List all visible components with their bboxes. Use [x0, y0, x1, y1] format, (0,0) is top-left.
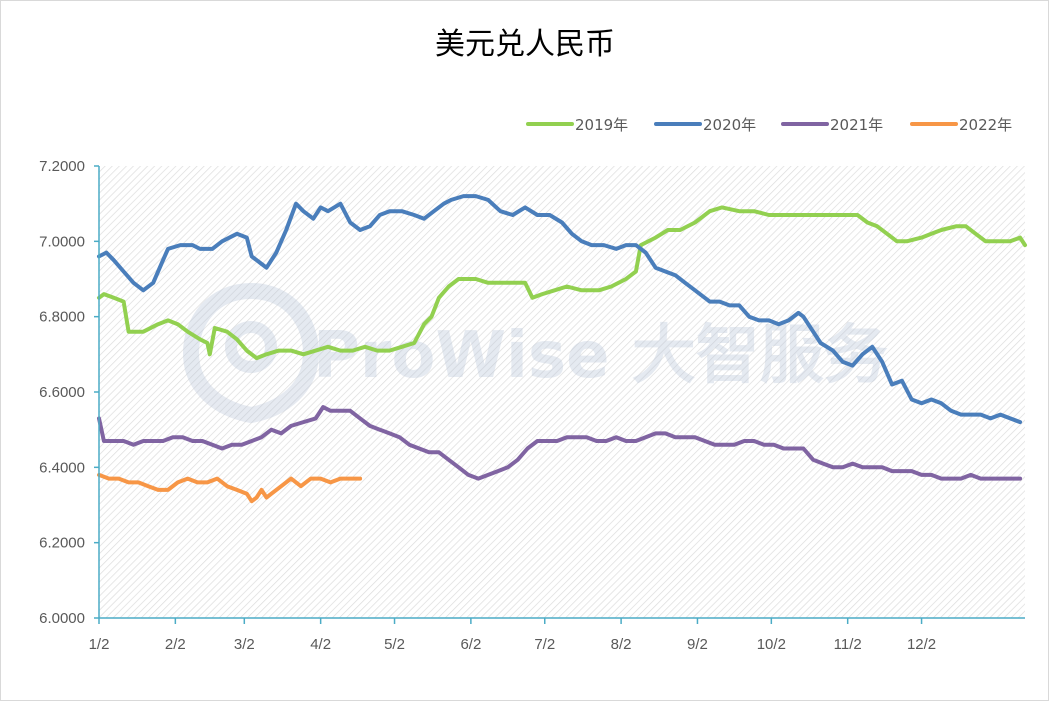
legend-label-1: 2019年 [575, 116, 628, 134]
y-tick-label: 6.8000 [39, 309, 85, 326]
series-line-4 [97, 472, 363, 504]
x-tick-label: 1/2 [89, 636, 110, 653]
x-tick-label: 11/2 [834, 636, 862, 653]
y-tick-label: 7.0000 [39, 233, 85, 250]
watermark-logo-icon [182, 282, 320, 424]
x-tick-label: 6/2 [460, 636, 481, 653]
y-tick-label: 7.2000 [39, 158, 85, 175]
legend-label-2: 2020年 [703, 116, 756, 134]
x-tick-label: 9/2 [687, 636, 708, 653]
x-tick-label: 8/2 [611, 636, 632, 653]
y-tick-label: 6.2000 [39, 535, 85, 552]
x-tick-label: 7/2 [534, 636, 555, 653]
legend-label-4: 2022年 [959, 116, 1012, 134]
watermark-text: ProWise 大智服务 [313, 319, 888, 393]
watermark: ProWise 大智服务 [182, 282, 888, 424]
axes: 6.0000 6.2000 6.4000 6.6000 6.8000 7.0000 7.20… [39, 158, 1025, 653]
legend: 2019年 2020年 2021年 2022年 [526, 116, 1012, 134]
legend-label-3: 2021年 [830, 116, 883, 134]
series-line-3 [97, 405, 1023, 481]
series-layer [97, 194, 1027, 504]
x-tick-label: 3/2 [234, 636, 255, 653]
series-line-2 [97, 194, 1023, 425]
plot-area [99, 166, 1025, 618]
x-tick-label: 5/2 [384, 636, 405, 653]
series-line-1 [97, 205, 1027, 361]
y-tick-label: 6.4000 [39, 459, 85, 476]
y-tick-label: 6.0000 [39, 610, 85, 627]
x-tick-label: 4/2 [310, 636, 331, 653]
chart-title: 美元兑人民币 [435, 27, 615, 62]
x-tick-label: 10/2 [757, 636, 786, 653]
x-tick-label: 2/2 [165, 636, 186, 653]
y-tick-label: 6.6000 [39, 384, 85, 401]
x-tick-label: 12/2 [907, 636, 936, 653]
